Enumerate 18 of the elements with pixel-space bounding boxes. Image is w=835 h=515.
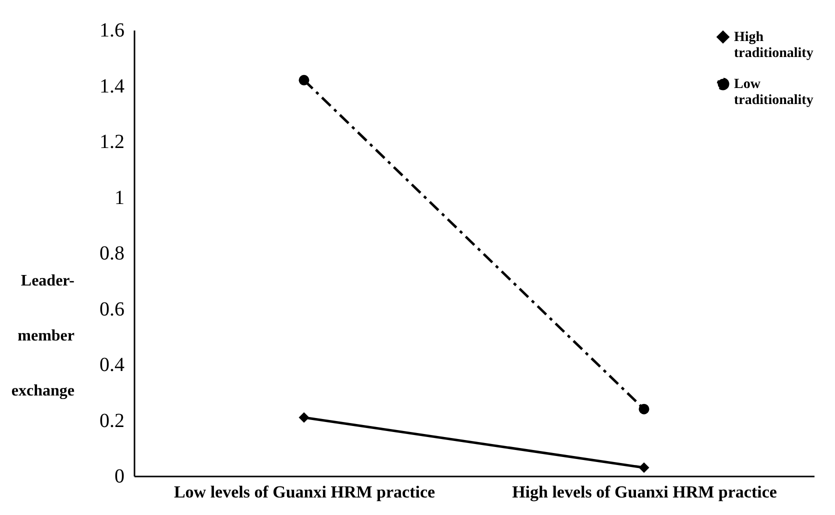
- legend-label: Low traditionality: [734, 77, 814, 108]
- y-tick-label: 1.4: [100, 75, 124, 98]
- point: [298, 412, 310, 423]
- y-tick-label: 1.2: [100, 131, 124, 153]
- point: [638, 404, 650, 414]
- y-tick-label: 0: [114, 466, 124, 488]
- y-tick-label: 0.8: [100, 242, 124, 264]
- y-tick-label: 1.6: [100, 20, 124, 42]
- y-tick-label: 1: [114, 186, 124, 209]
- x-tick-label: Low levels of Guanxi HRM practice: [174, 482, 436, 502]
- y-tick-label: 0.4: [100, 354, 124, 376]
- y-tick-label: 0.6: [100, 298, 124, 320]
- y-tick-label: 0.2: [100, 410, 124, 432]
- text: Leader-member exchange: [11, 272, 74, 400]
- legend-label: High traditionality: [734, 30, 814, 61]
- point: [638, 462, 650, 473]
- point: [298, 74, 310, 86]
- x-tick-label: High levels of Guanxi HRM practice: [512, 482, 778, 502]
